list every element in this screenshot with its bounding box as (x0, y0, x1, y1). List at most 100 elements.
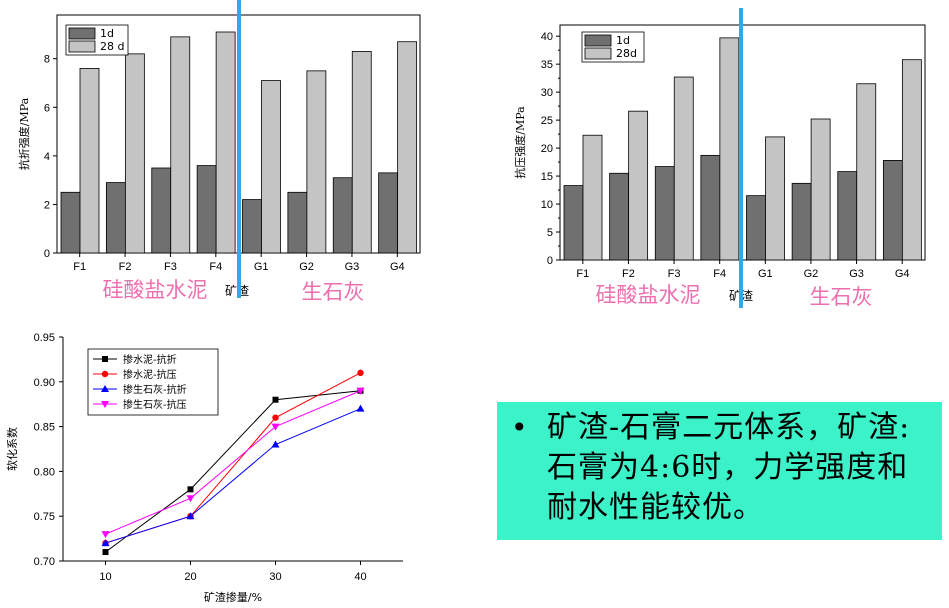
legend-label: 掺水泥-抗压 (123, 368, 177, 381)
x-tick-label: F1 (73, 261, 86, 273)
bar-1d-F1 (60, 191, 81, 254)
y-tick-label: 10 (541, 199, 553, 211)
bar-1d-F2 (105, 182, 126, 254)
legend-label: 掺水泥-抗折 (123, 353, 177, 366)
bar-28d-F2 (124, 53, 145, 254)
x-tick-label: G4 (895, 268, 910, 280)
bar-28d-G1 (261, 80, 281, 254)
data-point-2-0 (101, 539, 110, 547)
y-tick-label: 8 (44, 54, 50, 66)
legend-label: 1d (100, 27, 114, 40)
bar-28d-G4 (901, 59, 922, 261)
legend-swatch (584, 34, 612, 47)
bar-28d-G3 (351, 51, 372, 254)
plot-frame (559, 24, 926, 261)
bar-28d-F3 (673, 76, 694, 261)
bar-1d-F4 (700, 154, 721, 261)
y-tick-label: 0.80 (34, 466, 55, 478)
x-tick-label: F2 (119, 261, 132, 273)
y-tick-label: 0 (547, 255, 553, 267)
x-tick-label: 30 (269, 571, 281, 583)
data-point-3-3 (356, 387, 365, 395)
bar-28d-F2 (628, 110, 649, 261)
y-tick-label: 0.75 (34, 511, 55, 523)
bar-28d-F1 (79, 68, 100, 254)
group-label-quicklime: 生石灰 (810, 285, 873, 309)
y-tick-label: 0.95 (34, 332, 55, 344)
x-tick-label: F4 (209, 261, 222, 273)
bar-1d-G4 (882, 160, 903, 261)
data-point-3-2 (271, 423, 280, 431)
data-point-3-1 (186, 495, 195, 503)
data-point-0-0 (102, 549, 109, 556)
bar-1d-G4 (378, 172, 399, 254)
x-tick-label: 40 (354, 571, 366, 583)
data-point-1-3 (357, 369, 364, 377)
x-axis-caption: 矿渣 (225, 284, 249, 298)
bar-28d-G3 (856, 83, 877, 261)
y-axis-label: 抗折强度/MPa (17, 97, 31, 170)
x-tick-label: G2 (299, 261, 314, 273)
group-label-silicate-cement: 硅酸盐水泥 (596, 283, 701, 307)
legend-swatch (68, 27, 96, 40)
data-point-0-1 (187, 486, 194, 493)
legend-label: 掺生石灰-抗折 (123, 383, 187, 396)
x-tick-label: F1 (576, 268, 589, 280)
series-line-0 (105, 390, 361, 553)
legend-label: 28 d (100, 40, 124, 53)
y-tick-label: 0.90 (34, 377, 55, 389)
bar-1d-F1 (563, 185, 584, 261)
y-tick-label: 0.70 (34, 556, 55, 568)
legend-box (65, 24, 129, 56)
y-tick-label: 6 (44, 102, 50, 114)
bar-1d-G1 (242, 199, 262, 254)
y-axis-label: 抗压强度/MPa (513, 106, 527, 179)
x-tick-label: F2 (622, 268, 635, 280)
legend-box (581, 31, 645, 63)
x-tick-label: G2 (804, 268, 819, 280)
y-tick-label: 25 (541, 115, 553, 127)
data-point-0-2 (272, 396, 279, 403)
bar-28d-F4 (215, 31, 236, 254)
y-tick-label: 0.85 (34, 422, 55, 434)
legend-marker (101, 370, 109, 378)
bar-28d-G2 (306, 70, 327, 254)
series-line-3 (105, 390, 361, 535)
group-label-quicklime: 生石灰 (302, 280, 365, 304)
bar-28d-G1 (765, 136, 785, 261)
bar-1d-F2 (609, 172, 630, 261)
bar-28d-F1 (582, 134, 603, 261)
data-point-1-0 (102, 539, 109, 547)
bar-1d-F3 (151, 167, 172, 254)
bullet-point: • (511, 411, 528, 444)
legend-marker (101, 401, 109, 408)
legend-label: 1d (616, 34, 630, 47)
y-tick-label: 35 (541, 59, 553, 71)
y-tick-label: 30 (541, 87, 553, 99)
y-tick-label: 40 (541, 31, 553, 43)
data-point-3-0 (101, 531, 110, 539)
bar-1d-F4 (196, 165, 217, 254)
legend-marker (102, 356, 108, 362)
x-tick-label: G1 (758, 268, 773, 280)
plot-frame (56, 14, 421, 254)
x-axis-label: 矿渣掺量/% (204, 590, 262, 604)
legend-marker (101, 385, 109, 392)
x-tick-label: 20 (184, 571, 196, 583)
x-tick-label: G1 (254, 261, 269, 273)
x-axis-caption: 矿渣 (729, 289, 753, 303)
y-tick-label: 4 (44, 151, 50, 163)
data-point-1-1 (187, 513, 194, 520)
data-point-2-2 (271, 440, 280, 448)
y-tick-label: 2 (44, 199, 50, 211)
y-tick-label: 0 (44, 248, 50, 260)
legend-swatch (68, 40, 96, 53)
bar-1d-G2 (287, 191, 308, 254)
group-label-silicate-cement: 硅酸盐水泥 (103, 278, 208, 302)
series-line-2 (105, 408, 361, 544)
x-tick-label: 10 (99, 571, 111, 583)
bar-1d-G1 (746, 195, 766, 261)
bar-1d-F3 (654, 166, 675, 261)
y-tick-label: 20 (541, 143, 553, 155)
legend-label: 28d (616, 47, 637, 60)
